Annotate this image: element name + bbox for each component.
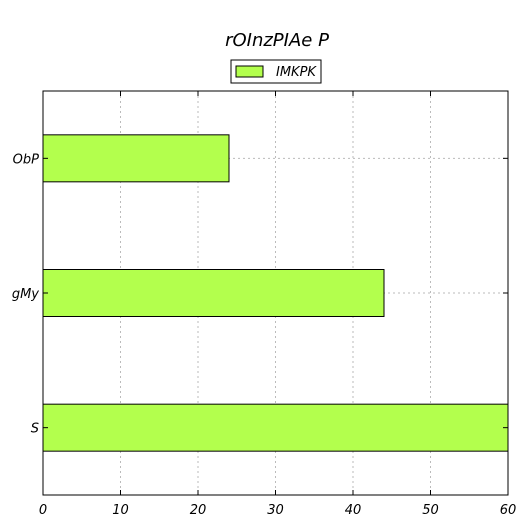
category-labels: ObP gMy S — [12, 152, 39, 436]
category-label: S — [31, 422, 39, 437]
x-tick-label: 50 — [422, 503, 439, 518]
x-tick-label: 0 — [39, 503, 47, 518]
x-tick-label: 30 — [267, 503, 284, 518]
bar-gMy — [42, 269, 385, 317]
legend-label: IMKPK — [276, 65, 317, 80]
bar-S — [42, 403, 509, 452]
legend-swatch — [235, 65, 264, 78]
chart-title: rOInzPIAe P — [225, 30, 329, 51]
x-tick-label: 40 — [345, 503, 362, 518]
x-tick-labels: 0 10 20 30 40 50 60 — [39, 503, 516, 518]
bar-ObP — [42, 134, 230, 183]
ticks — [42, 91, 509, 495]
x-tick-label: 20 — [190, 503, 207, 518]
category-label: ObP — [13, 152, 39, 167]
legend: IMKPK — [230, 59, 322, 84]
x-tick-label: 10 — [112, 503, 129, 518]
category-label: gMy — [12, 287, 39, 302]
x-tick-label: 60 — [500, 503, 517, 518]
